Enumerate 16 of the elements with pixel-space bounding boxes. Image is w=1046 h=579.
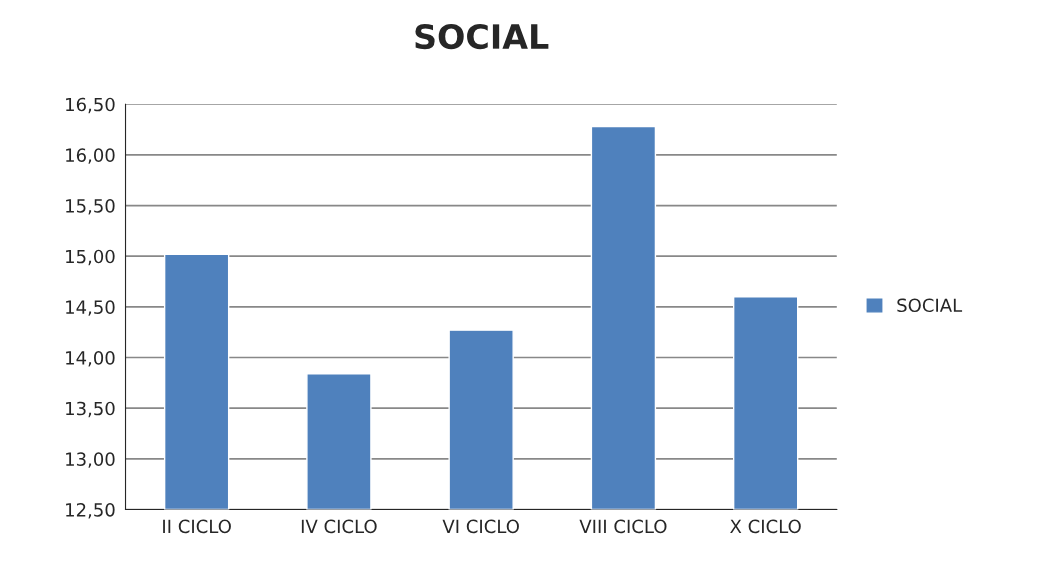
x-tick-label: VI CICLO xyxy=(442,519,519,534)
y-tick-label: 16,00 xyxy=(66,148,115,164)
y-tick-label: 13,50 xyxy=(66,401,115,418)
y-tick-label: 12,50 xyxy=(66,502,115,519)
x-tick-label: X CICLO xyxy=(730,519,801,534)
x-tick-label: VIII CICLO xyxy=(579,519,667,534)
y-tick-label: 14,50 xyxy=(66,300,115,316)
y-tick-label: 14,00 xyxy=(66,350,115,367)
y-tick-label: 16,50 xyxy=(66,97,115,114)
x-tick-label: II CICLO xyxy=(163,519,231,534)
legend-label: SOCIAL xyxy=(897,298,963,313)
chart-title: SOCIAL xyxy=(415,23,549,50)
y-tick-label: 13,00 xyxy=(66,452,115,468)
y-tick-label: 15,50 xyxy=(66,199,115,215)
y-tick-label: 15,00 xyxy=(66,249,115,266)
x-tick-label: IV CICLO xyxy=(301,519,377,534)
